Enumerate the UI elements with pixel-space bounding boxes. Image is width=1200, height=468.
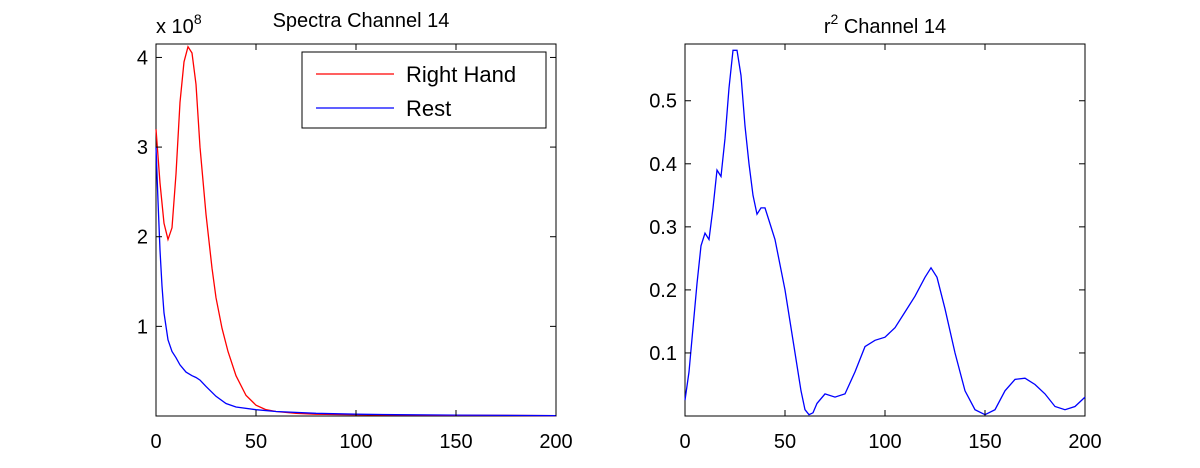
x-tick-label: 200 [1068, 431, 1101, 453]
spectra-legend: Right Hand Rest [301, 51, 547, 129]
x-tick-label: 0 [679, 431, 690, 453]
x-tick-label: 150 [439, 431, 472, 453]
x-tick-label: 50 [774, 431, 796, 453]
y-tick-label: 0.4 [649, 154, 677, 176]
y-tick-label: 3 [137, 137, 148, 159]
right-hand-line [155, 45, 557, 417]
y-tick-label: 0.5 [649, 91, 677, 113]
x-tick-label: 200 [539, 431, 572, 453]
r2-title: r2 Channel 14 [824, 11, 946, 38]
spectra-title: Spectra Channel 14 [273, 10, 450, 32]
r2-line [684, 49, 1086, 416]
r2-axis-ticks: 0 50 100 150 200 0.1 0.2 0.3 0.4 0.5 [649, 44, 1102, 453]
x-tick-label: 150 [968, 431, 1001, 453]
x-tick-label: 50 [245, 431, 267, 453]
legend-label-right-hand: Right Hand [406, 62, 516, 87]
spectra-series-lines [155, 45, 557, 417]
r2-panel: 0 50 100 150 200 0.1 0.2 0.3 0.4 0.5 r2 Channel 1… [649, 11, 1102, 453]
y-tick-label: 0.2 [649, 280, 677, 302]
y-tick-label: 4 [137, 47, 148, 69]
legend-box [301, 51, 547, 129]
x-tick-label: 100 [339, 431, 372, 453]
y-tick-label: 0.3 [649, 217, 677, 239]
legend-label-rest: Rest [406, 96, 451, 121]
x-tick-label: 0 [150, 431, 161, 453]
y-tick-label: 2 [137, 227, 148, 249]
y-tick-label: 0.1 [649, 343, 677, 365]
r2-plot-area [684, 43, 1086, 417]
spectra-scale-exponent: x 108 [156, 11, 202, 38]
spectra-panel: 0 50 100 150 200 1 2 3 4 x 108 Spectra Channel 1… [137, 10, 573, 453]
y-tick-label: 1 [137, 316, 148, 338]
x-tick-label: 100 [868, 431, 901, 453]
r2-series-lines [684, 49, 1086, 416]
rest-line [155, 147, 557, 417]
spectra-axis-ticks: 0 50 100 150 200 1 2 3 4 [137, 44, 573, 453]
